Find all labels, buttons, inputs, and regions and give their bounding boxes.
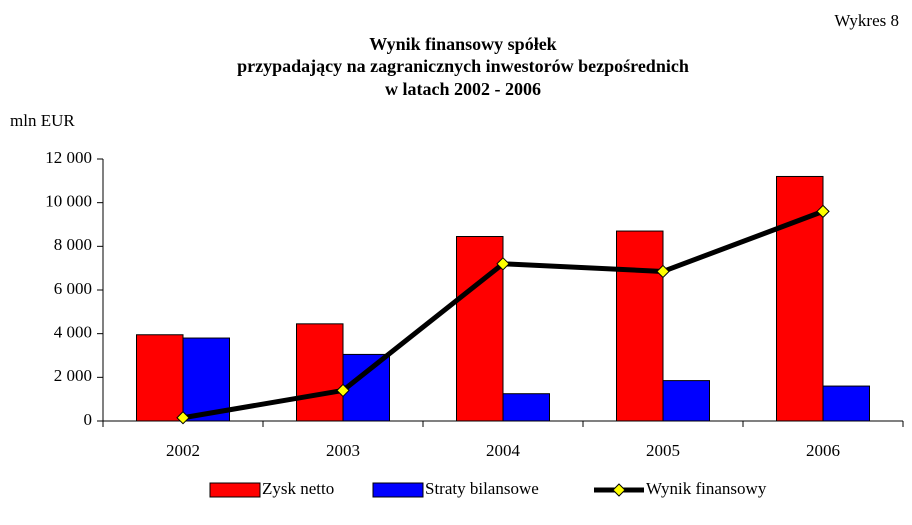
- marker: [496, 257, 510, 271]
- x-tick-label: 2003: [326, 441, 360, 460]
- x-tick-label: 2006: [806, 441, 840, 460]
- x-tick-label: 2004: [486, 441, 521, 460]
- chart-title: w latach 2002 - 2006: [385, 79, 541, 99]
- marker: [816, 204, 830, 219]
- x-tick-label: 2005: [646, 441, 680, 460]
- legend-label: Zysk netto: [262, 479, 334, 498]
- marker: [176, 411, 190, 425]
- legend-label: Straty bilansowe: [425, 479, 539, 498]
- bar: [296, 323, 344, 422]
- legend-swatch: [209, 482, 261, 498]
- y-tick-label: 8 000: [54, 235, 92, 254]
- y-tick-label: 12 000: [45, 148, 92, 167]
- y-tick-label: 10 000: [45, 192, 92, 211]
- y-tick-label: 0: [84, 410, 93, 429]
- chart-title: Wynik finansowy spółek: [369, 34, 556, 54]
- bar: [822, 385, 870, 422]
- x-tick-label: 2002: [166, 441, 200, 460]
- bar: [616, 230, 664, 422]
- bar: [342, 353, 390, 422]
- y-tick-label: 2 000: [54, 366, 92, 385]
- y-tick-label: 6 000: [54, 279, 92, 298]
- annotation: Wykres 8: [834, 11, 899, 30]
- y-axis-label: mln EUR: [10, 111, 75, 130]
- legend-marker: [612, 483, 626, 497]
- y-tick-label: 4 000: [54, 323, 92, 342]
- bar: [182, 337, 230, 422]
- legend-label: Wynik finansowy: [646, 479, 767, 498]
- bar: [662, 380, 710, 422]
- chart-title: przypadający na zagranicznych inwestorów…: [237, 56, 689, 76]
- legend-swatch: [372, 482, 424, 498]
- bar: [456, 236, 504, 422]
- marker: [336, 383, 350, 398]
- marker: [656, 264, 670, 279]
- bar: [136, 334, 184, 422]
- bar: [502, 393, 550, 422]
